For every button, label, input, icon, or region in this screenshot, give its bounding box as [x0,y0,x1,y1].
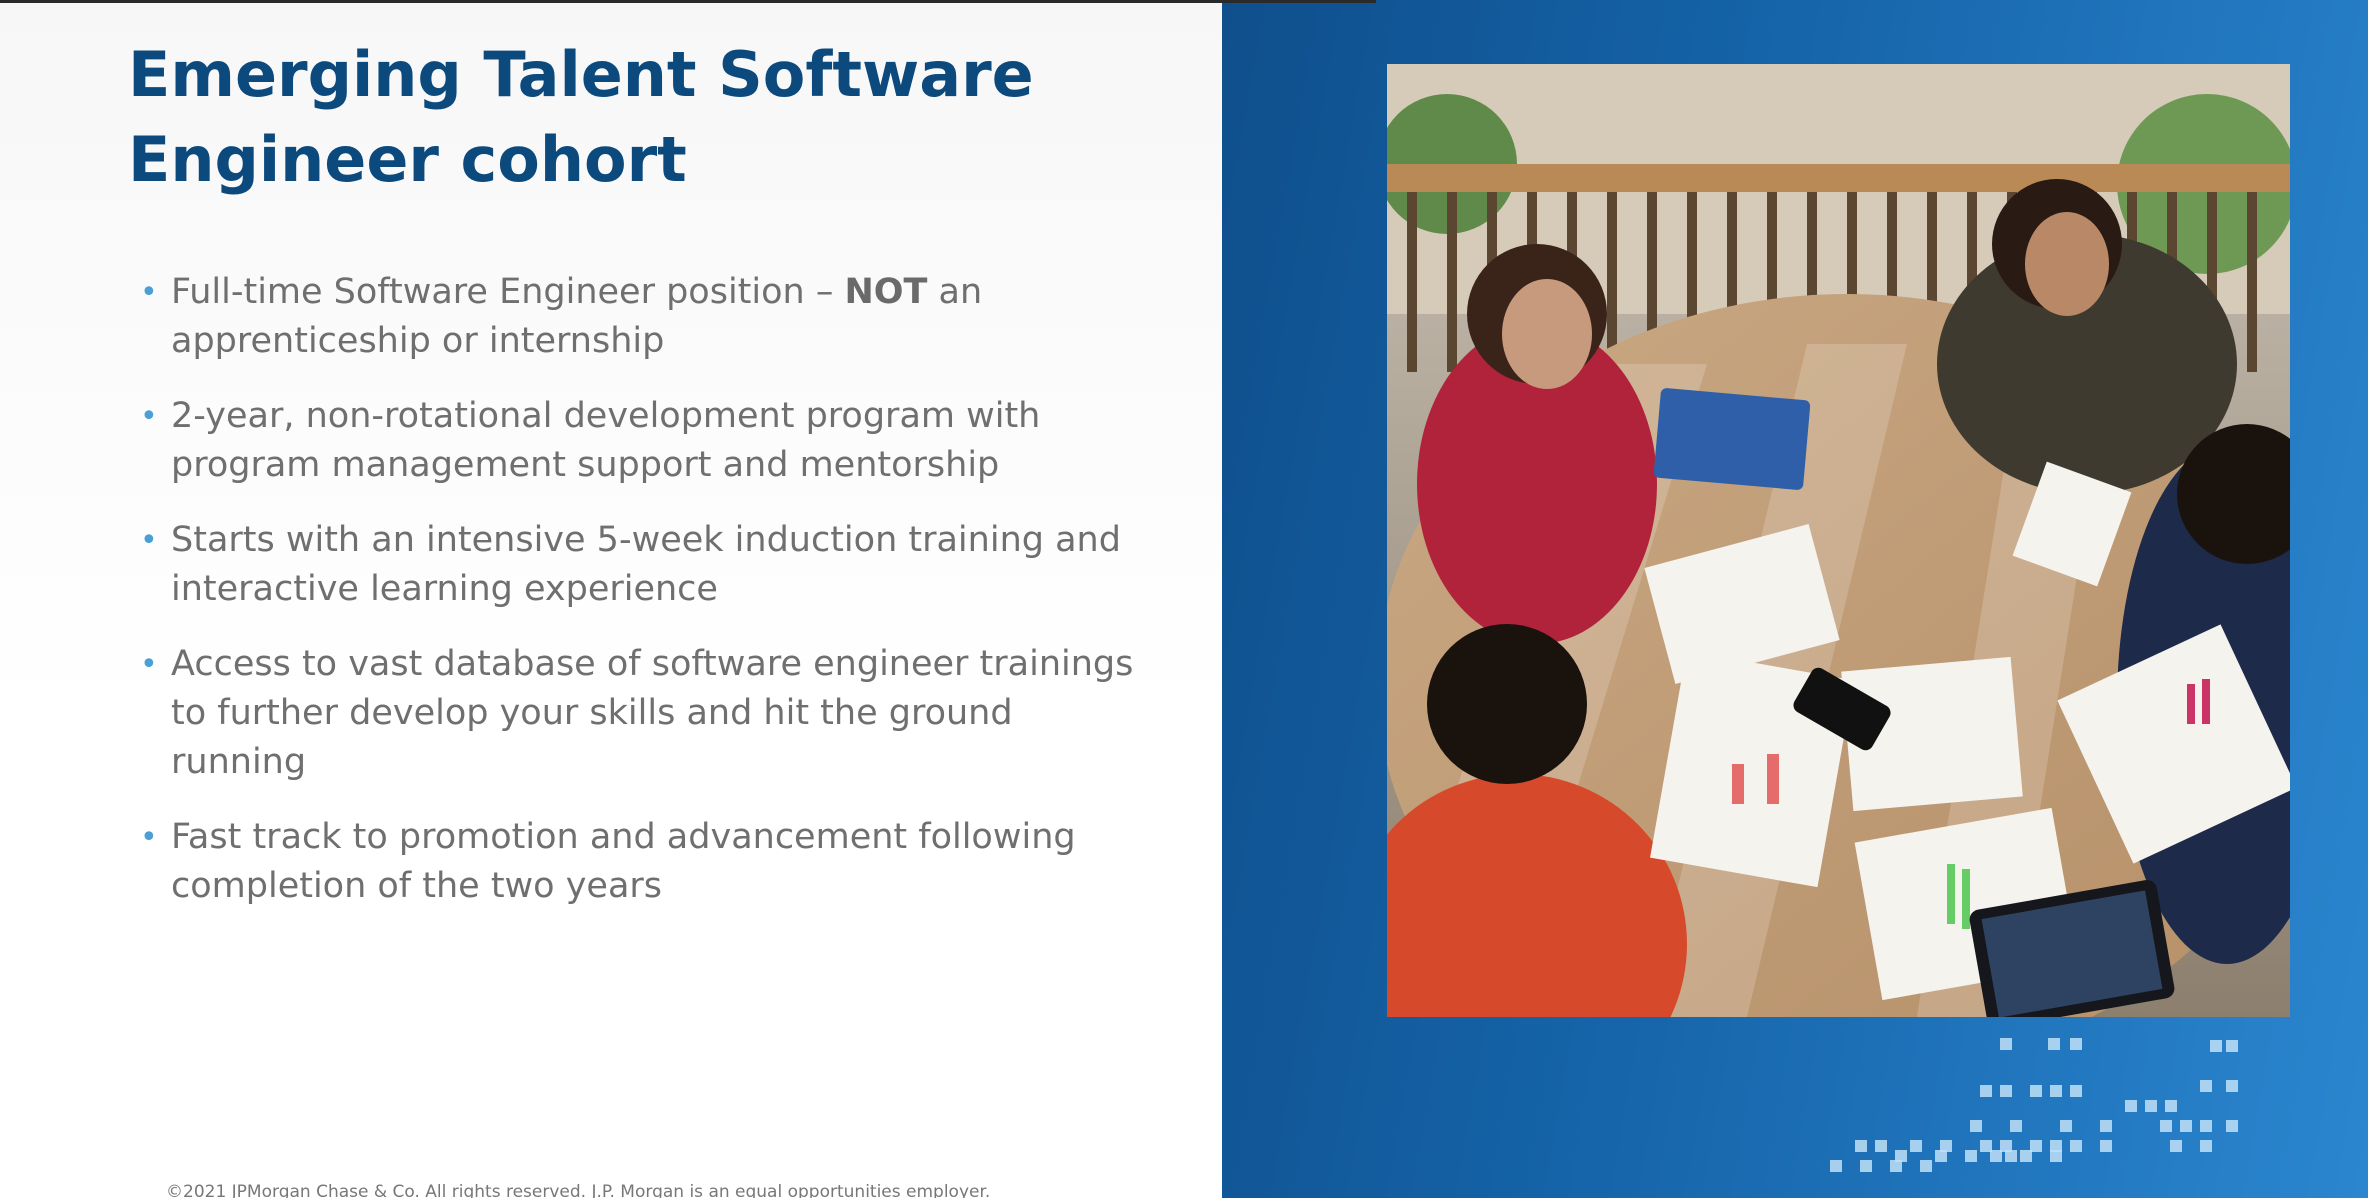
bullet-text: Fast track to promotion and advancement … [171,817,1076,857]
bullet-text: Access to vast database of software engi… [171,644,1134,684]
bullet-text: program management support and mentorshi… [171,445,1000,485]
top-edge [0,0,1376,3]
pixel-square [1940,1140,1952,1152]
pixel-square [1980,1140,1992,1152]
pixel-square [2000,1140,2012,1152]
content-pane: Emerging Talent Software Engineer cohort… [0,0,1222,1198]
pixel-square [2200,1080,2212,1092]
pixel-square [2070,1140,2082,1152]
pixel-square [1875,1140,1887,1152]
pixel-square [1980,1085,1992,1097]
pixel-square [2210,1040,2222,1052]
bullet-text: Full-time Software Engineer position – [171,272,845,312]
pixel-square [2030,1085,2042,1097]
bullet-text: running [171,742,307,782]
pixel-square [1910,1140,1922,1152]
bullet-item-program: • 2-year, non-rotational development pro… [138,392,1138,490]
pixel-square [2060,1120,2072,1132]
pixel-square [2160,1120,2172,1132]
pixel-square [2200,1140,2212,1152]
pixel-square [2000,1085,2012,1097]
pixel-square [2165,1100,2177,1112]
bullet-item-induction: • Starts with an intensive 5-week induct… [138,516,1138,614]
pixel-square [2070,1038,2082,1050]
bullet-item-promotion: • Fast track to promotion and advancemen… [138,813,1138,911]
pixel-square [2226,1040,2238,1052]
bullet-item-position: • Full-time Software Engineer position –… [138,268,1138,366]
pixel-square [2226,1080,2238,1092]
slide-title: Emerging Talent Software Engineer cohort [128,32,1128,202]
pixel-square [1890,1160,1902,1172]
bullet-text: 2-year, non-rotational development progr… [171,396,1041,436]
pixel-square [2050,1140,2062,1152]
bullet-emphasis: NOT [844,272,928,312]
bullet-text: to further develop your skills and hit t… [171,693,1013,733]
pixel-square [2100,1140,2112,1152]
pixel-square [2010,1120,2022,1132]
pixel-square [2050,1085,2062,1097]
pixel-square [1860,1160,1872,1172]
pixel-square [2050,1150,2062,1162]
pixel-square [2030,1140,2042,1152]
bullet-dot-icon: • [140,523,158,558]
title-line-1: Emerging Talent Software [128,38,1034,111]
pixel-square [1855,1140,1867,1152]
bullet-dot-icon: • [140,399,158,434]
pixel-square [1830,1160,1842,1172]
pixel-square [1895,1150,1907,1162]
bullet-dot-icon: • [140,275,158,310]
pixel-square [2180,1120,2192,1132]
team-photo [1387,64,2290,1017]
copyright-footer: ©2021 JPMorgan Chase & Co. All rights re… [166,1182,991,1198]
pixel-square [2100,1120,2112,1132]
title-line-2: Engineer cohort [128,123,687,196]
pixel-square [2020,1150,2032,1162]
pixel-square [2145,1100,2157,1112]
pixel-square [1935,1150,1947,1162]
bullet-dot-icon: • [140,820,158,855]
pixel-square [2005,1150,2017,1162]
pixel-square [2048,1038,2060,1050]
bullet-text: apprenticeship or internship [171,321,665,361]
bullet-dot-icon: • [140,647,158,682]
pixel-square [2070,1085,2082,1097]
pixel-square [2200,1120,2212,1132]
pixel-square [2125,1100,2137,1112]
pixel-square [1970,1120,1982,1132]
pixel-square [1920,1160,1932,1172]
bullet-text: an [927,272,983,312]
pixel-square [2226,1120,2238,1132]
bullet-text: interactive learning experience [171,569,718,609]
pixel-square [1990,1150,2002,1162]
bullet-text: completion of the two years [171,866,663,906]
pixel-square [2000,1038,2012,1050]
bullet-list: • Full-time Software Engineer position –… [138,268,1138,937]
bullet-item-trainings: • Access to vast database of software en… [138,640,1138,787]
pixel-square [1965,1150,1977,1162]
bullet-text: Starts with an intensive 5-week inductio… [171,520,1121,560]
pixel-square [2170,1140,2182,1152]
